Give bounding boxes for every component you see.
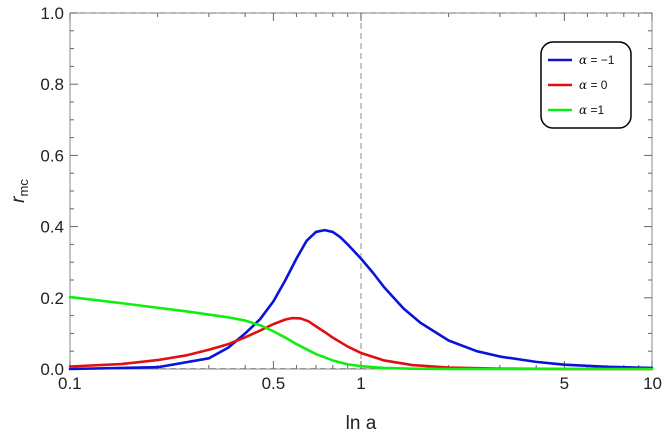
y-tick-label: 0.4 [40, 218, 64, 237]
legend-label-2: α =1 [579, 103, 604, 117]
x-tick-label: 1 [356, 374, 365, 393]
legend-label-1: α = 0 [579, 78, 608, 92]
legend-value: = −1 [587, 53, 615, 67]
series-line-2 [68, 295, 654, 371]
series-line-1 [68, 316, 654, 371]
legend-value: =1 [587, 103, 604, 117]
legend-symbol: α [579, 53, 587, 67]
legend-box [540, 41, 632, 129]
y-axis-label-sub: mc [16, 179, 31, 197]
series-lines [68, 228, 654, 371]
y-tick-label: 0.6 [40, 146, 64, 165]
y-tick-label: 0.8 [40, 75, 64, 94]
legend: α = −1α = 0α =1 [540, 41, 632, 129]
y-axis-label-main: r [8, 196, 29, 203]
series-line-0 [68, 228, 654, 371]
x-tick-label: 10 [643, 374, 662, 393]
tick-labels: 0.0 0.2 0.4 0.6 0.8 1.0 0.1 0.5 1 5 10 [40, 4, 662, 393]
legend-symbol: α [579, 103, 587, 117]
legend-value: = 0 [587, 78, 608, 92]
x-tick-label: 5 [560, 374, 569, 393]
y-tick-label: 0.0 [40, 360, 64, 379]
y-tick-label: 1.0 [40, 4, 64, 23]
x-tick-label: 0.5 [262, 374, 286, 393]
y-axis-label: rmc [8, 179, 31, 203]
x-tick-label: 0.1 [58, 374, 82, 393]
legend-label-0: α = −1 [579, 53, 615, 67]
legend-symbol: α [579, 78, 587, 92]
y-tick-label: 0.2 [40, 289, 64, 308]
x-axis-label: ln a [346, 413, 377, 434]
